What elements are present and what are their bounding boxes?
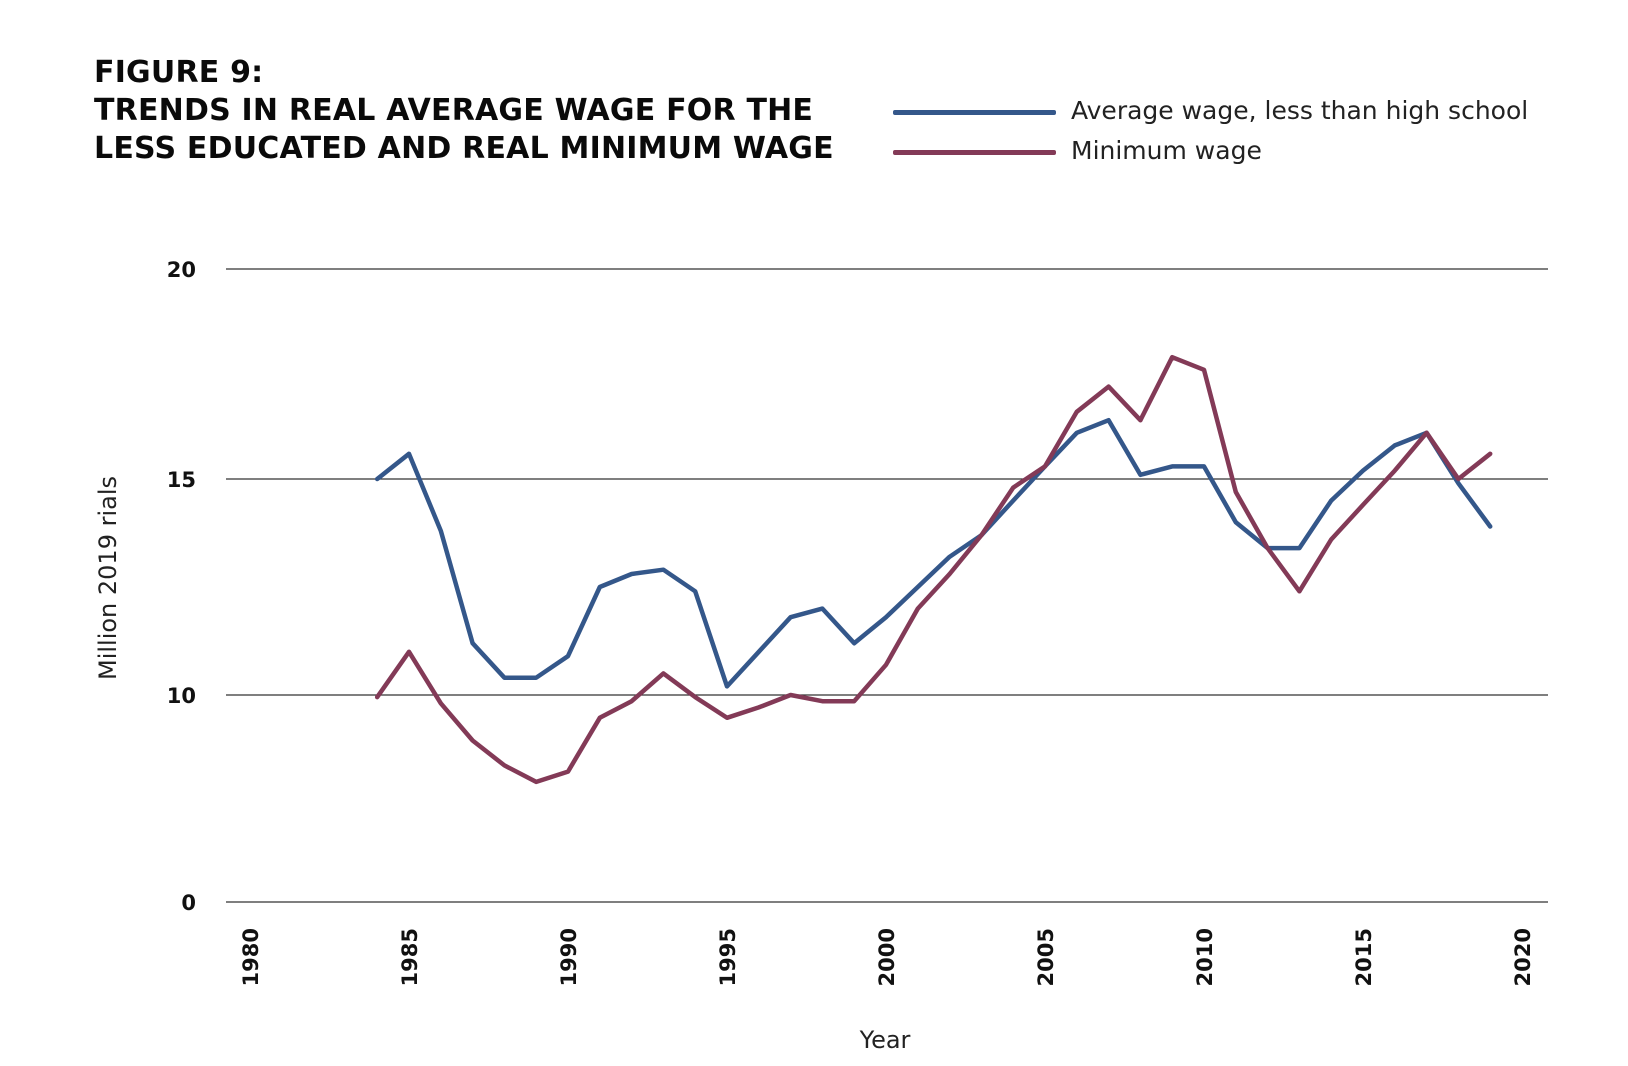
series-line-minimum-wage [374, 354, 1493, 785]
figure-title: FIGURE 9: TRENDS IN REAL AVERAGE WAGE FO… [94, 54, 854, 168]
x-tick-2010: 2010 [1193, 928, 1217, 986]
y-tick-20: 20 [167, 258, 196, 282]
x-tick-2015: 2015 [1352, 928, 1376, 986]
x-tick-1990: 1990 [557, 928, 581, 986]
x-tick-1985: 1985 [398, 928, 422, 986]
legend-swatch-average-wage [893, 110, 1056, 115]
x-tick-1980: 1980 [239, 928, 263, 986]
y-tick-0: 0 [181, 891, 196, 915]
y-tick-10: 10 [167, 684, 196, 708]
x-tick-2020: 2020 [1511, 928, 1535, 986]
x-tick-2000: 2000 [875, 928, 899, 986]
legend-label-average-wage: Average wage, less than high school [1071, 96, 1529, 125]
x-axis-label: Year [859, 1026, 911, 1054]
figure-label: FIGURE 9: [94, 55, 264, 90]
y-axis-label: Million 2019 rials [94, 476, 122, 680]
figure-title-line-1: TRENDS IN REAL AVERAGE WAGE FOR THE [94, 93, 814, 128]
figure-title-line-2: LESS EDUCATED AND REAL MINIMUM WAGE [94, 131, 834, 166]
legend-swatch-minimum-wage [893, 150, 1056, 155]
gridlines [226, 268, 1548, 903]
series-lines [374, 354, 1493, 785]
x-tick-1995: 1995 [716, 928, 740, 986]
y-tick-15: 15 [167, 468, 196, 492]
series-line-average-wage [374, 417, 1493, 689]
x-tick-2005: 2005 [1034, 928, 1058, 986]
x-axis-ticks: 1980 1985 1990 1995 2000 2005 2010 2015 2020 [239, 928, 1535, 986]
legend-label-minimum-wage: Minimum wage [1071, 136, 1262, 165]
y-axis-ticks: 0 10 15 20 [167, 258, 196, 915]
